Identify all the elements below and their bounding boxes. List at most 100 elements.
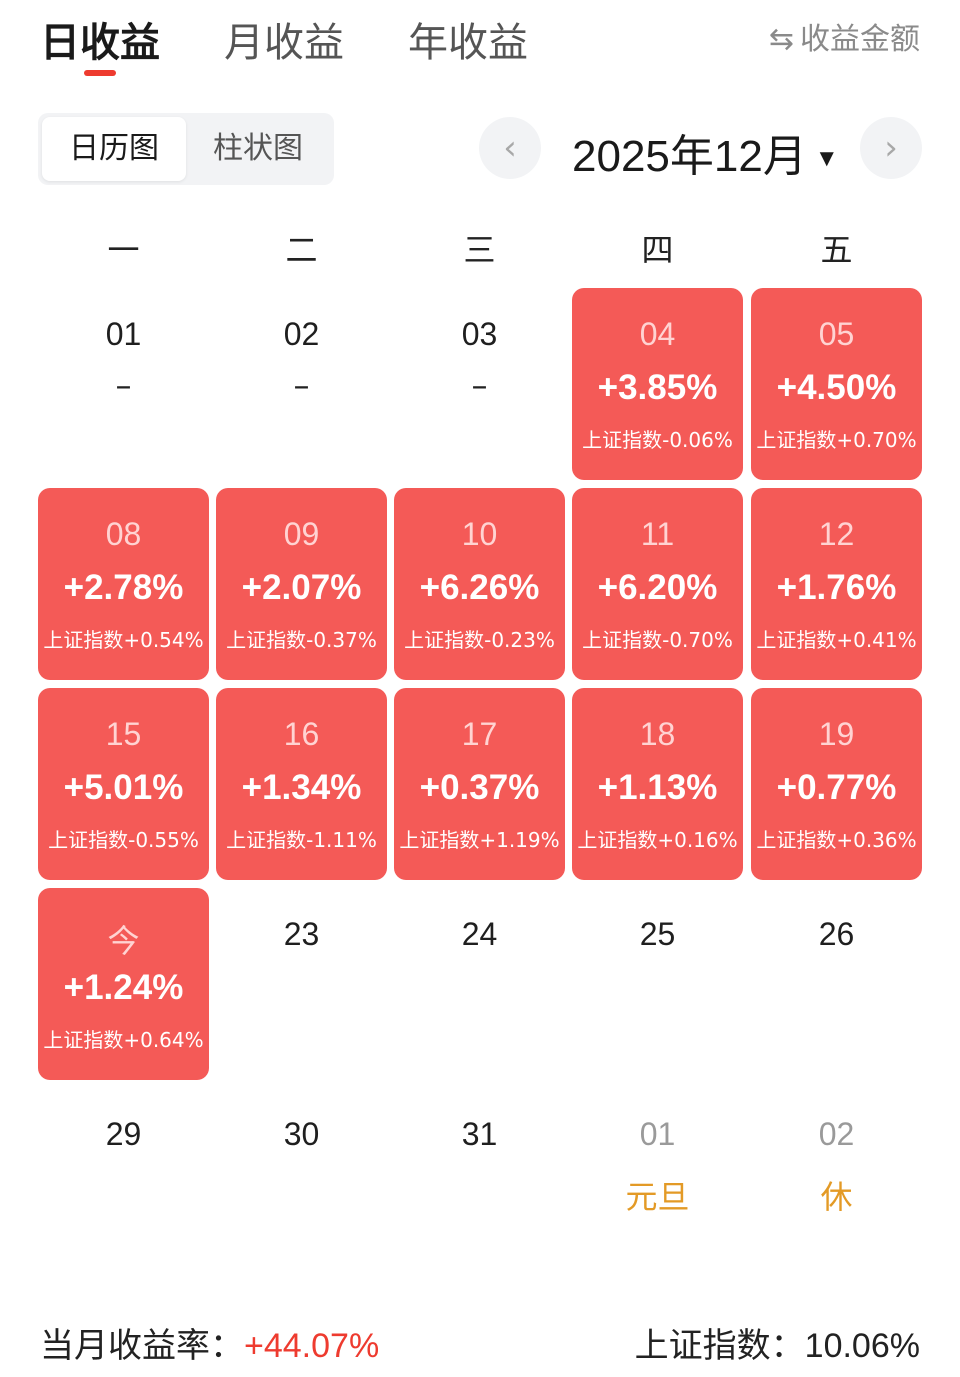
day-number: 30 [283,1116,320,1152]
active-tab-indicator [84,70,116,76]
day-number: 26 [818,916,855,952]
day-number: 23 [283,916,320,952]
day-number: 01 [105,316,142,352]
day-number: 15 [105,716,142,752]
calendar-day-next-month[interactable]: 01 元旦 [572,1088,743,1280]
day-number: 05 [818,316,855,352]
prev-month-button[interactable]: ‹ [479,117,541,179]
monthly-return-label: 当月收益率： [40,1326,244,1366]
day-number: 11 [640,516,675,552]
month-selector[interactable]: 2025年12月 ▼ [572,120,839,184]
calendar-day[interactable]: 30 [216,1088,387,1280]
daily-return: +5.01% [63,768,184,807]
calendar-view-button[interactable]: 日历图 [42,117,186,181]
next-month-button[interactable]: › [860,117,922,179]
day-number: 12 [818,516,855,552]
no-data-dash: – [471,366,488,404]
day-number: 16 [283,716,320,752]
index-change: 上证指数+0.36% [756,828,917,852]
day-number: 02 [818,1116,855,1152]
calendar-day[interactable]: 16 +1.34% 上证指数-1.11% [216,688,387,880]
daily-return: +6.26% [419,568,540,607]
day-number: 04 [639,316,676,352]
tab-daily[interactable]: 日收益 [40,20,160,66]
index-label: 上证指数： [634,1326,805,1366]
day-number: 03 [461,316,498,352]
chevron-right-icon: › [884,128,898,168]
calendar-day[interactable]: 24 [394,888,565,1080]
calendar-day[interactable]: 31 [394,1088,565,1280]
index-change: 上证指数-0.37% [226,628,377,652]
caret-down-icon: ▼ [814,145,839,173]
day-number: 08 [105,516,142,552]
index-change: 上证指数-0.70% [582,628,733,652]
day-number: 19 [818,716,855,752]
calendar-day[interactable]: 12 +1.76% 上证指数+0.41% [751,488,922,680]
day-number: 01 [639,1116,676,1152]
daily-return: +2.78% [63,568,184,607]
calendar-day[interactable]: 08 +2.78% 上证指数+0.54% [38,488,209,680]
daily-return: +6.20% [597,568,718,607]
index-change: 上证指数+0.16% [577,828,738,852]
calendar-day[interactable]: 18 +1.13% 上证指数+0.16% [572,688,743,880]
day-number: 25 [639,916,676,952]
day-number: 29 [105,1116,142,1152]
calendar-day-next-month[interactable]: 02 休 [751,1088,922,1280]
day-number: 10 [461,516,498,552]
daily-return: +3.85% [597,368,718,407]
index-change: 上证指数-1.11% [226,828,377,852]
calendar-day[interactable]: 04 +3.85% 上证指数-0.06% [572,288,743,480]
daily-return: +4.50% [776,368,897,407]
index-change: 上证指数+0.41% [756,628,917,652]
daily-return: +1.13% [597,768,718,807]
index-change: 上证指数+0.64% [43,1028,204,1052]
no-data-dash: – [115,366,132,404]
calendar-day[interactable]: 11 +6.20% 上证指数-0.70% [572,488,743,680]
index-change: 上证指数-0.55% [48,828,199,852]
calendar-day[interactable]: 09 +2.07% 上证指数-0.37% [216,488,387,680]
daily-return: +1.76% [776,568,897,607]
calendar-day[interactable]: 26 [751,888,922,1080]
calendar-day[interactable]: 17 +0.37% 上证指数+1.19% [394,688,565,880]
calendar-day[interactable]: 10 +6.26% 上证指数-0.23% [394,488,565,680]
calendar-day[interactable]: 02 – [216,288,387,480]
weekday-wed: 三 [463,231,496,269]
day-number: 17 [461,716,498,752]
daily-return: +0.77% [776,768,897,807]
weekday-tue: 二 [285,231,318,269]
calendar-day[interactable]: 19 +0.77% 上证指数+0.36% [751,688,922,880]
tab-yearly[interactable]: 年收益 [408,20,528,66]
index-change: 上证指数+0.70% [756,428,917,452]
index-change: 上证指数+1.19% [399,828,560,852]
weekday-mon: 一 [107,231,140,269]
index-change: 上证指数-0.06% [582,428,733,452]
no-data-dash: – [293,366,310,404]
weekday-thu: 四 [641,231,674,269]
day-number: 09 [283,516,320,552]
amount-toggle-label: 收益金额 [800,22,920,57]
index-summary: 上证指数：10.06% [635,1318,920,1367]
calendar-day[interactable]: 03 – [394,288,565,480]
holiday-label: 元旦 [625,1178,690,1216]
calendar-day[interactable]: 29 [38,1088,209,1280]
calendar-day[interactable]: 25 [572,888,743,1080]
daily-return: +1.24% [63,968,184,1007]
month-label: 2025年12月 [572,132,807,181]
day-number: 18 [639,716,676,752]
weekday-fri: 五 [820,231,853,269]
calendar-day[interactable]: 05 +4.50% 上证指数+0.70% [751,288,922,480]
tab-monthly[interactable]: 月收益 [224,20,344,66]
holiday-label: 休 [820,1178,853,1216]
index-change: 上证指数+0.54% [43,628,204,652]
day-number: 今 [107,923,140,959]
calendar-day[interactable]: 15 +5.01% 上证指数-0.55% [38,688,209,880]
amount-toggle[interactable]: ⇆ 收益金额 [769,14,920,58]
day-number: 24 [461,916,498,952]
bar-view-button[interactable]: 柱状图 [213,131,303,166]
view-switch: 日历图 柱状图 [38,113,334,185]
daily-return: +0.37% [419,768,540,807]
calendar-day[interactable]: 23 [216,888,387,1080]
calendar-day-today[interactable]: 今 +1.24% 上证指数+0.64% [38,888,209,1080]
calendar-day[interactable]: 01 – [38,288,209,480]
swap-icon: ⇆ [768,22,794,57]
